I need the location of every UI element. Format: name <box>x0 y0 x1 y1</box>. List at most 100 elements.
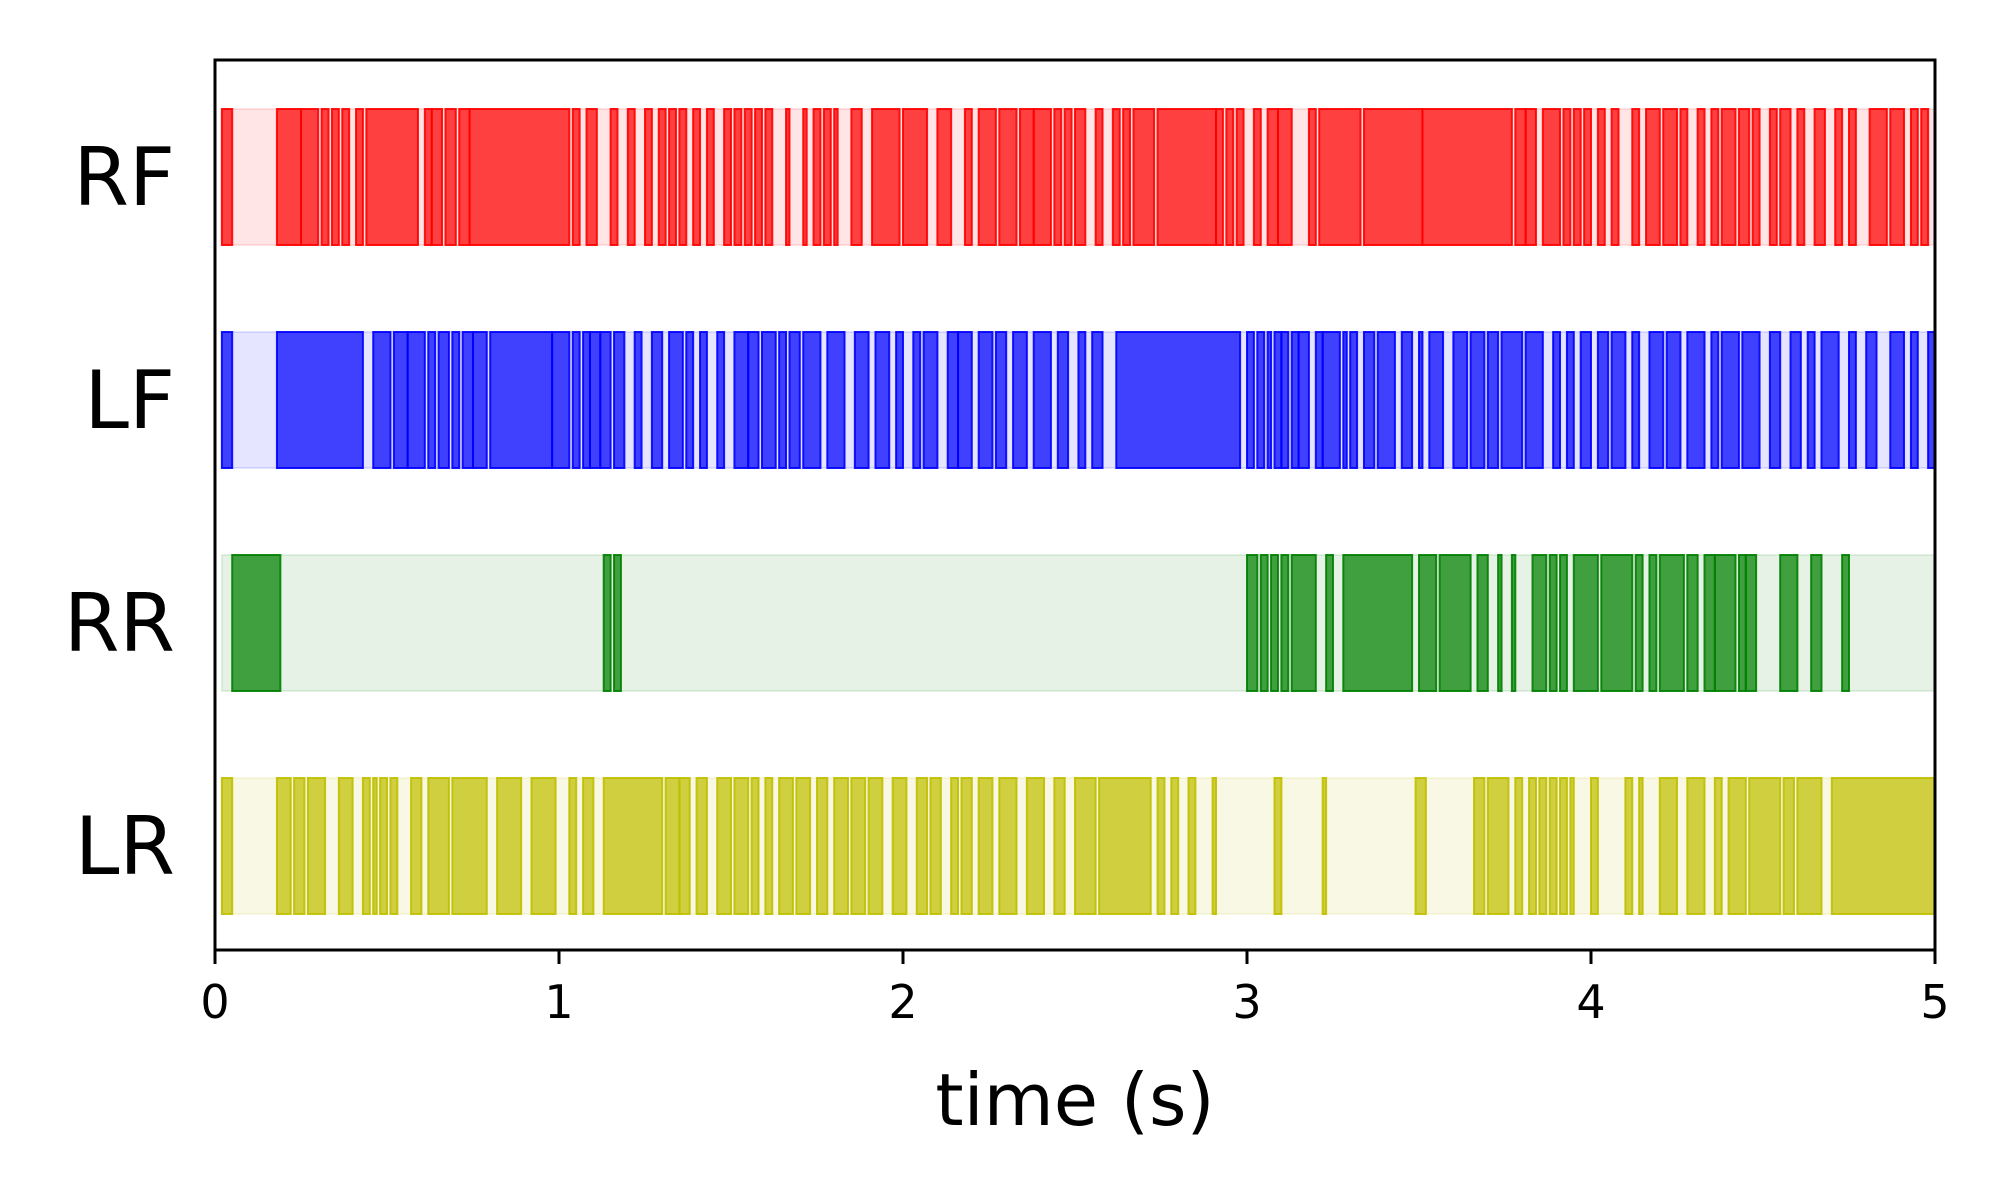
x-tick-label: 0 <box>200 975 229 1029</box>
contact-interval <box>699 331 708 469</box>
contact-interval <box>1246 331 1255 469</box>
contact-interval <box>1727 777 1747 915</box>
contact-interval <box>1215 108 1224 246</box>
contact-interval <box>1486 777 1510 915</box>
contact-interval <box>410 777 423 915</box>
contact-interval <box>1273 777 1283 915</box>
contact-interval <box>1266 108 1279 246</box>
contact-interval <box>1751 108 1761 246</box>
contact-interval <box>668 331 684 469</box>
contact-interval <box>613 331 626 469</box>
contact-interval <box>530 777 557 915</box>
contact-interval <box>1686 777 1706 915</box>
contact-interval <box>1572 108 1582 246</box>
contact-interval <box>585 108 598 246</box>
contact-interval <box>1548 777 1558 915</box>
contact-interval <box>1362 108 1424 246</box>
contact-interval <box>1720 331 1740 469</box>
x-axis-label: time (s) <box>935 1058 1214 1142</box>
contact-interval <box>960 777 973 915</box>
contact-interval <box>361 777 371 915</box>
contact-interval <box>1500 331 1524 469</box>
contact-interval <box>1256 331 1266 469</box>
contact-interval <box>472 331 488 469</box>
contact-interval <box>1789 331 1802 469</box>
contact-interval <box>1225 108 1235 246</box>
contact-interval <box>723 108 732 246</box>
contact-interval <box>489 331 554 469</box>
contact-interval <box>936 108 953 246</box>
contact-interval <box>1552 331 1562 469</box>
contact-interval <box>1297 331 1310 469</box>
contact-interval <box>826 331 846 469</box>
contact-interval <box>1658 554 1685 692</box>
contact-interval <box>816 777 829 915</box>
series-rf <box>220 108 1935 246</box>
contact-interval <box>1631 331 1641 469</box>
contact-interval <box>427 331 437 469</box>
contact-interval <box>220 777 234 915</box>
contact-interval <box>833 108 839 246</box>
contact-interval <box>1524 108 1537 246</box>
contact-interval <box>705 108 715 246</box>
contact-interval <box>1768 331 1782 469</box>
contact-interval <box>1748 777 1782 915</box>
contact-interval <box>633 331 643 469</box>
contact-interval <box>1290 554 1317 692</box>
contact-interval <box>444 108 457 246</box>
contact-interval <box>1889 331 1906 469</box>
contact-interval <box>1053 777 1066 915</box>
contact-interval <box>874 331 891 469</box>
contact-interval <box>950 777 960 915</box>
contact-interval <box>306 777 327 915</box>
contact-interval <box>788 331 801 469</box>
contact-interval <box>1631 108 1641 246</box>
contact-interval <box>733 777 750 915</box>
contact-interval <box>915 777 929 915</box>
contact-interval <box>1473 777 1486 915</box>
contact-interval <box>1796 108 1806 246</box>
contact-interval <box>1074 108 1087 246</box>
x-tick-label: 1 <box>544 975 573 1029</box>
contact-interval <box>1810 554 1823 692</box>
contact-interval <box>1562 108 1572 246</box>
contact-interval <box>1596 331 1610 469</box>
contact-interval <box>1541 108 1562 246</box>
contact-interval <box>1252 108 1262 246</box>
contact-interval <box>1314 331 1324 469</box>
contact-interval <box>1122 108 1132 246</box>
contact-interval <box>1280 554 1290 692</box>
row-labels: RF LF RR LR <box>64 131 175 893</box>
row-label-rr: RR <box>64 577 175 670</box>
contact-interval <box>406 331 426 469</box>
contact-interval <box>678 777 691 915</box>
contact-interval <box>355 108 364 246</box>
contact-interval <box>1779 108 1792 246</box>
contact-interval <box>1744 554 1758 692</box>
contact-interval <box>427 777 450 915</box>
contact-interval <box>1273 331 1283 469</box>
contact-interval <box>668 108 677 246</box>
contact-interval <box>998 777 1018 915</box>
series-lr <box>220 777 1935 915</box>
contact-interval <box>1321 331 1341 469</box>
contact-interval <box>1321 777 1328 915</box>
contact-interval <box>1686 554 1699 692</box>
contact-interval <box>609 108 619 246</box>
contact-interval <box>1782 777 1795 915</box>
contact-interval <box>1132 108 1156 246</box>
contact-interval <box>1032 108 1052 246</box>
contact-interval <box>1658 777 1679 915</box>
contact-interval <box>1710 331 1720 469</box>
contact-interval <box>1600 554 1634 692</box>
contact-interval <box>626 108 636 246</box>
contact-interval <box>1053 108 1063 246</box>
contact-interval <box>1841 554 1850 692</box>
x-tick-label: 3 <box>1232 975 1261 1029</box>
contact-interval <box>1452 331 1469 469</box>
contact-interval <box>1524 331 1544 469</box>
contact-interval <box>1713 554 1737 692</box>
contact-interval <box>1686 331 1706 469</box>
contact-interval <box>760 331 777 469</box>
contact-interval <box>1211 777 1218 915</box>
